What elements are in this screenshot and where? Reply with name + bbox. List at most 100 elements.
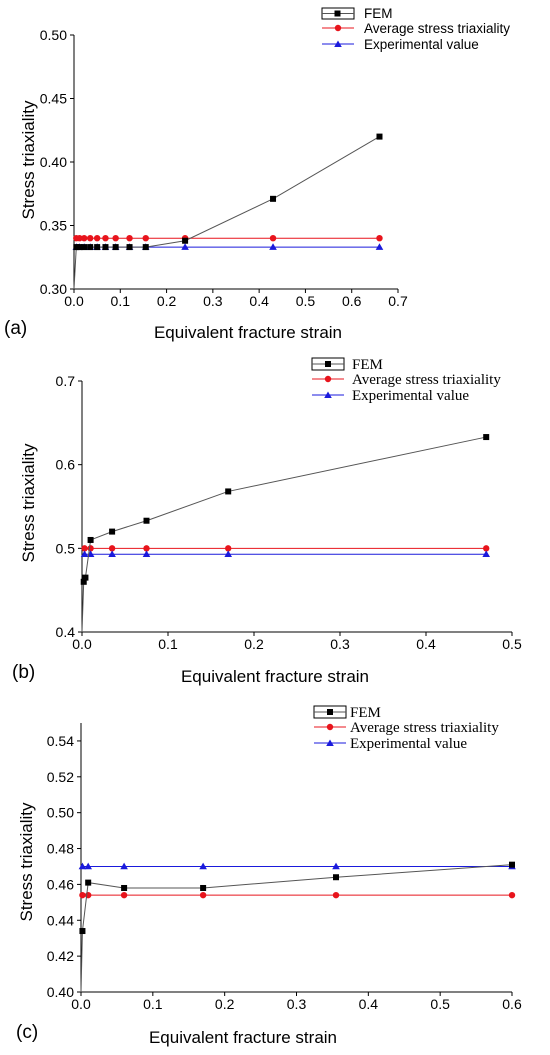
x-tick-label: 0.3 xyxy=(330,636,350,652)
data-point-average-stress-triaxiality xyxy=(112,235,119,242)
data-point-experimental-value xyxy=(120,862,128,870)
x-tick-label: 0.5 xyxy=(296,293,316,309)
data-point-average-stress-triaxiality xyxy=(199,891,207,899)
x-tick-label: 0.6 xyxy=(342,293,362,309)
data-point-fem xyxy=(142,244,149,251)
data-point-average-stress-triaxiality xyxy=(332,891,340,899)
legend-label-experimental: Experimental value xyxy=(352,388,469,404)
data-point-experimental-value xyxy=(224,550,232,557)
x-tick-label: 0.5 xyxy=(502,636,522,652)
y-tick-label: 0.45 xyxy=(40,91,67,107)
data-point-experimental-value xyxy=(78,862,87,870)
legend-label-fem: FEM xyxy=(350,705,381,721)
data-point-average-stress-triaxiality xyxy=(93,235,101,242)
legend-label-fem: FEM xyxy=(352,357,383,373)
x-tick-label: 0.1 xyxy=(143,996,163,1012)
plot-area: 0.0 0.1 0.2 0.3 0.4 0.5 0.6 0.40 0.42 0.44 0.46 0.4… xyxy=(47,723,522,1012)
x-tick-label: 0.3 xyxy=(203,293,223,309)
data-point-average-stress-triaxiality xyxy=(142,235,149,242)
x-tick-label: 0.4 xyxy=(416,636,436,652)
data-point-fem xyxy=(509,861,515,868)
data-point-average-stress-triaxiality xyxy=(143,545,150,552)
legend-marker-average xyxy=(334,24,342,32)
legend-marker-experimental xyxy=(334,40,342,47)
legend-label-experimental: Experimental value xyxy=(364,37,479,52)
data-point-experimental-value xyxy=(332,862,340,870)
data-point-average-stress-triaxiality xyxy=(80,235,88,242)
chart-panel-a: (a) Stress triaxiality Equivalent fractu… xyxy=(4,6,510,342)
legend-label-average: Average stress triaxiality xyxy=(350,720,499,736)
y-tick-label: 0.50 xyxy=(40,27,67,43)
legend-label-average: Average stress triaxiality xyxy=(352,372,501,388)
data-point-fem xyxy=(85,879,92,886)
y-tick-label: 0.46 xyxy=(47,876,74,892)
data-point-fem xyxy=(109,528,116,535)
data-point-fem xyxy=(94,244,101,251)
legend-marker-fem xyxy=(327,709,333,715)
data-point-average-stress-triaxiality xyxy=(508,891,516,899)
x-tick-label: 0.6 xyxy=(502,996,522,1012)
data-point-fem xyxy=(376,133,383,140)
x-axis-title: Equivalent fracture strain xyxy=(154,323,342,342)
data-point-experimental-value xyxy=(142,550,151,557)
data-point-fem xyxy=(270,195,277,202)
series-line-fem xyxy=(83,436,487,582)
data-point-experimental-value xyxy=(84,862,92,870)
y-axis-title: Stress triaxiality xyxy=(19,100,38,220)
data-point-experimental-value xyxy=(80,550,89,557)
legend-marker-average xyxy=(326,723,334,731)
legend-label-average: Average stress triaxiality xyxy=(364,21,510,36)
data-point-fem xyxy=(102,244,109,251)
x-tick-label: 0.4 xyxy=(249,293,269,309)
data-point-fem xyxy=(200,884,207,891)
data-point-fem xyxy=(333,874,340,881)
y-tick-label: 0.52 xyxy=(47,769,74,785)
data-point-fem xyxy=(483,434,490,441)
data-point-experimental-value xyxy=(181,243,189,250)
data-point-fem xyxy=(87,244,94,251)
series-connector xyxy=(81,581,85,633)
y-tick-label: 0.4 xyxy=(56,624,76,640)
data-point-experimental-value xyxy=(199,862,207,870)
data-point-fem xyxy=(80,578,87,585)
data-point-fem xyxy=(143,517,150,524)
x-tick-label: 0.4 xyxy=(359,996,379,1012)
legend-label-fem: FEM xyxy=(364,6,393,21)
legend-marker-average xyxy=(324,375,332,383)
y-tick-label: 0.7 xyxy=(56,373,76,389)
data-point-average-stress-triaxiality xyxy=(81,545,88,552)
x-tick-label: 0.1 xyxy=(158,636,178,652)
series-line-fem xyxy=(76,136,380,248)
y-tick-label: 0.44 xyxy=(47,912,74,928)
x-tick-label: 0.0 xyxy=(71,996,91,1012)
legend-label-experimental: Experimental value xyxy=(350,736,467,752)
chart-panel-b: (b) Stress triaxiality Equivalent fractu… xyxy=(12,357,522,686)
x-tick-label: 0.7 xyxy=(388,293,408,309)
y-tick-label: 0.35 xyxy=(40,218,67,234)
data-point-average-stress-triaxiality xyxy=(126,235,133,242)
data-point-fem xyxy=(81,244,88,251)
x-tick-label: 0.3 xyxy=(287,996,307,1012)
x-tick-label: 0.1 xyxy=(111,293,131,309)
panel-label: (b) xyxy=(12,662,35,683)
x-tick-label: 0.2 xyxy=(157,293,177,309)
chart-panel-c: (c) Stress triaxiality Equivalent fractu… xyxy=(16,705,522,1047)
y-axis-title: Stress triaxiality xyxy=(19,443,38,563)
x-tick-label: 0.2 xyxy=(215,996,235,1012)
data-point-fem xyxy=(126,244,133,251)
legend-marker-fem xyxy=(334,10,341,17)
data-point-average-stress-triaxiality xyxy=(87,235,94,242)
y-tick-label: 0.54 xyxy=(47,733,74,749)
legend-marker-experimental xyxy=(324,391,332,398)
data-point-experimental-value xyxy=(269,243,277,250)
x-tick-label: 0.2 xyxy=(244,636,264,652)
y-tick-label: 0.30 xyxy=(40,281,67,297)
data-point-fem xyxy=(82,574,89,581)
x-axis-title: Equivalent fracture strain xyxy=(181,667,369,686)
y-tick-label: 0.42 xyxy=(47,948,74,964)
data-point-fem xyxy=(73,244,80,251)
x-axis-title: Equivalent fracture strain xyxy=(149,1028,337,1047)
y-tick-label: 0.48 xyxy=(47,841,74,857)
legend-marker-experimental xyxy=(326,739,334,746)
